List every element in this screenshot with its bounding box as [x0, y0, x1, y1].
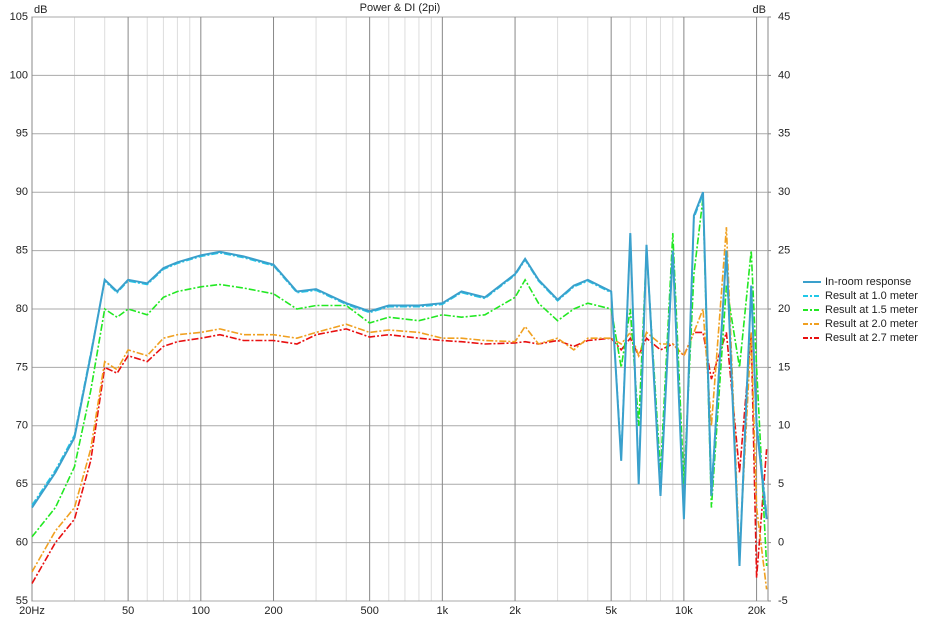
- y-axis-label: dB: [34, 4, 47, 16]
- y2-tick-label: -5: [778, 595, 788, 607]
- y2-tick-label: 25: [778, 245, 790, 257]
- x-tick-label: 100: [192, 605, 210, 617]
- y2-tick-label: 40: [778, 69, 790, 81]
- y-tick-label: 75: [16, 361, 28, 373]
- y-tick-label: 100: [10, 69, 28, 81]
- y2-tick-label: 5: [778, 478, 784, 490]
- chart-title: Power & DI (2pi): [360, 2, 441, 14]
- x-tick-label: 10k: [675, 605, 693, 617]
- y2-tick-label: 45: [778, 11, 790, 23]
- y-tick-label: 90: [16, 186, 28, 198]
- y2-tick-label: 10: [778, 420, 790, 432]
- x-tick-label: 20k: [748, 605, 766, 617]
- y2-tick-label: 35: [778, 128, 790, 140]
- x-tick-label: 50: [122, 605, 134, 617]
- x-tick-label: 1k: [437, 605, 449, 617]
- y-tick-label: 70: [16, 420, 28, 432]
- y2-axis-label: dB: [753, 4, 766, 16]
- y2-tick-label: 0: [778, 537, 784, 549]
- y2-tick-label: 20: [778, 303, 790, 315]
- y2-tick-label: 30: [778, 186, 790, 198]
- x-tick-label: 500: [360, 605, 378, 617]
- legend-label: Result at 2.7 meter: [825, 332, 918, 344]
- y-tick-label: 55: [16, 595, 28, 607]
- legend-label: Result at 1.5 meter: [825, 304, 918, 316]
- legend-label: Result at 1.0 meter: [825, 290, 918, 302]
- y-tick-label: 105: [10, 11, 28, 23]
- legend-label: In-room response: [825, 276, 911, 288]
- y-tick-label: 95: [16, 128, 28, 140]
- y-tick-label: 80: [16, 303, 28, 315]
- y-tick-label: 85: [16, 245, 28, 257]
- y-tick-label: 60: [16, 537, 28, 549]
- x-tick-label: 200: [264, 605, 282, 617]
- series-line: [31, 191, 768, 567]
- x-tick-label: 2k: [509, 605, 521, 617]
- legend-label: Result at 2.0 meter: [825, 318, 918, 330]
- y2-tick-label: 15: [778, 361, 790, 373]
- x-tick-label: 5k: [605, 605, 617, 617]
- y-tick-label: 65: [16, 478, 28, 490]
- x-tick-label: 20Hz: [19, 605, 45, 617]
